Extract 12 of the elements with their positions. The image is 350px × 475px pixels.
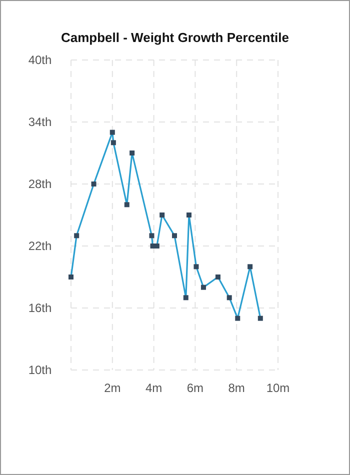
y-tick-label: 40th bbox=[28, 53, 52, 68]
y-tick-label: 16th bbox=[28, 301, 52, 316]
x-tick-label: 4m bbox=[145, 381, 162, 395]
x-tick-label: 2m bbox=[104, 381, 121, 395]
x-tick-label: 8m bbox=[228, 381, 245, 395]
y-tick-label: 10th bbox=[28, 363, 52, 378]
x-tick-label: 6m bbox=[186, 381, 204, 395]
y-tick-label: 34th bbox=[28, 115, 52, 130]
y-tick-label: 28th bbox=[28, 177, 52, 192]
chart-title: Campbell - Weight Growth Percentile bbox=[60, 30, 290, 45]
x-tick-label: 10m bbox=[266, 381, 290, 395]
y-tick-label: 22th bbox=[28, 239, 52, 254]
